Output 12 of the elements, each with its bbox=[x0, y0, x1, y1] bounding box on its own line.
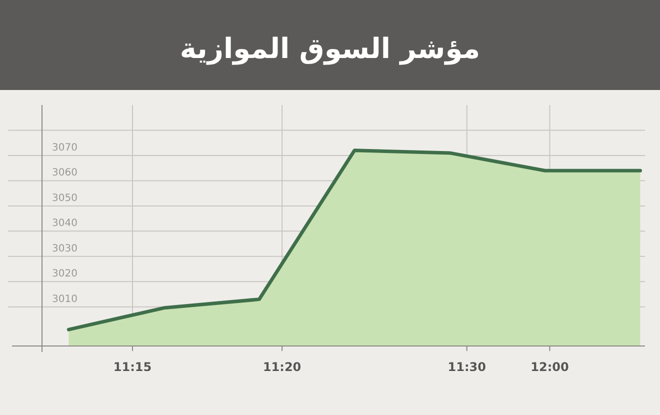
y-tick-label: 3030 bbox=[52, 243, 78, 254]
chart-title: مؤشر السوق الموازية bbox=[180, 32, 480, 65]
text: 12:00 bbox=[530, 360, 569, 374]
y-tick-label: 3010 bbox=[52, 294, 78, 305]
y-tick-label: 3020 bbox=[52, 268, 78, 280]
text: 11:15 bbox=[113, 360, 152, 374]
text: 11:30 bbox=[448, 360, 486, 374]
y-tick-label: 3050 bbox=[52, 192, 78, 204]
text: 11:20 bbox=[262, 360, 302, 374]
y-tick-label: 3040 bbox=[52, 218, 78, 230]
y-tick-label: 3070 bbox=[52, 142, 78, 154]
y-tick-label: 3060 bbox=[52, 168, 78, 179]
